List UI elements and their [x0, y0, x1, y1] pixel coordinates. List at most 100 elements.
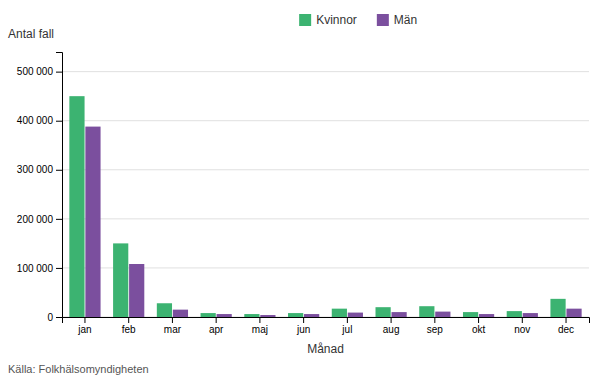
y-tick-mark	[56, 219, 62, 220]
legend-label: Män	[394, 13, 417, 27]
bar	[479, 314, 494, 317]
bar	[201, 313, 216, 317]
bar-series	[69, 96, 565, 317]
x-tick-label: okt	[472, 324, 486, 335]
y-tick-label: 0	[47, 312, 53, 323]
x-tick-mark	[347, 317, 348, 323]
y-tick-label: 500 000	[17, 66, 54, 77]
x-tick-label: jun	[296, 324, 310, 335]
x-tick-label: dec	[558, 324, 574, 335]
x-tick: jul	[341, 317, 352, 335]
x-tick: feb	[122, 317, 136, 335]
x-tick-mark	[84, 317, 85, 323]
bar	[157, 303, 172, 317]
x-tick-mark	[128, 317, 129, 323]
bar	[288, 313, 303, 317]
bar	[260, 315, 275, 317]
y-tick: 500 000	[17, 66, 62, 77]
bar	[69, 96, 84, 317]
bar	[85, 127, 100, 317]
y-tick: 100 000	[17, 263, 62, 274]
bars	[69, 96, 581, 317]
y-tick-label: 300 000	[17, 164, 54, 175]
x-tick: okt	[472, 317, 486, 335]
grid-line	[62, 71, 589, 72]
bar	[332, 309, 347, 317]
x-tick-label: feb	[122, 324, 136, 335]
x-tick: dec	[558, 317, 574, 335]
x-tick-label: mar	[164, 324, 182, 335]
bar	[129, 264, 144, 317]
y-tick: 200 000	[17, 214, 62, 225]
source-note: Källa: Folkhälsomyndigheten	[8, 363, 149, 375]
y-tick: 400 000	[17, 115, 62, 126]
x-tick-mark	[566, 317, 567, 323]
grid-line	[62, 120, 589, 121]
y-tick-label: 400 000	[17, 115, 54, 126]
x-tick-label: sep	[427, 324, 444, 335]
x-axis-title: Månad	[307, 342, 344, 356]
y-tick-mark	[56, 268, 62, 269]
x-tick: mar	[164, 317, 182, 335]
y-tick-mark	[56, 170, 62, 171]
legend-swatch	[377, 14, 389, 26]
x-tick: aug	[383, 317, 400, 335]
x-tick: maj	[252, 317, 268, 335]
x-tick: jan	[77, 317, 91, 335]
bar	[463, 312, 478, 317]
bar	[419, 306, 434, 317]
bar	[348, 313, 363, 317]
grid	[62, 72, 589, 317]
bar	[523, 313, 538, 317]
x-tick-label: apr	[209, 324, 224, 335]
y-tick-label: 200 000	[17, 214, 54, 225]
y-axis-line	[56, 53, 63, 318]
x-tick: sep	[427, 317, 444, 335]
bar	[244, 314, 259, 317]
x-tick-mark	[391, 317, 392, 323]
x-tick-mark	[216, 317, 217, 323]
legend-swatch	[299, 14, 311, 26]
bar	[376, 307, 391, 317]
grid-line	[62, 169, 589, 170]
y-axis: 0 100 000 200 000 300 000 400 000 500 000	[17, 53, 63, 323]
x-tick-mark	[259, 317, 260, 323]
x-axis-line	[63, 318, 590, 324]
x-tick: apr	[209, 317, 224, 335]
bar	[507, 311, 522, 317]
grid-line	[62, 218, 589, 219]
y-tick: 300 000	[17, 164, 62, 175]
x-tick-label: jan	[77, 324, 91, 335]
x-tick-label: jul	[341, 324, 352, 335]
bar	[113, 243, 128, 317]
x-tick-label: nov	[514, 324, 530, 335]
legend: Kvinnor Män	[299, 13, 417, 27]
x-tick-mark	[522, 317, 523, 323]
y-axis-title: Antal fall	[8, 27, 54, 41]
legend-item: Män	[377, 13, 417, 27]
y-tick-mark	[56, 72, 62, 73]
x-tick-mark	[434, 317, 435, 323]
x-axis: jan feb mar apr maj jun jul aug sep okt nov dec	[63, 317, 590, 335]
y-tick-mark	[56, 121, 62, 122]
x-tick: nov	[514, 317, 530, 335]
bar	[550, 299, 565, 317]
x-tick-mark	[172, 317, 173, 323]
bar	[173, 310, 188, 317]
bar-series	[85, 127, 581, 317]
x-tick-label: maj	[252, 324, 268, 335]
bar	[435, 312, 450, 317]
x-tick: jun	[296, 317, 310, 335]
x-tick-mark	[303, 317, 304, 323]
chart: 0 100 000 200 000 300 000 400 000 500 000 jan f…	[0, 0, 605, 379]
legend-label: Kvinnor	[316, 13, 357, 27]
legend-item: Kvinnor	[299, 13, 357, 27]
bar	[566, 309, 581, 317]
bar	[304, 314, 319, 317]
bar	[217, 314, 232, 317]
bar	[392, 312, 407, 317]
y-tick: 0	[47, 312, 62, 323]
x-tick-label: aug	[383, 324, 400, 335]
x-tick-mark	[478, 317, 479, 323]
y-tick-mark	[56, 317, 62, 318]
